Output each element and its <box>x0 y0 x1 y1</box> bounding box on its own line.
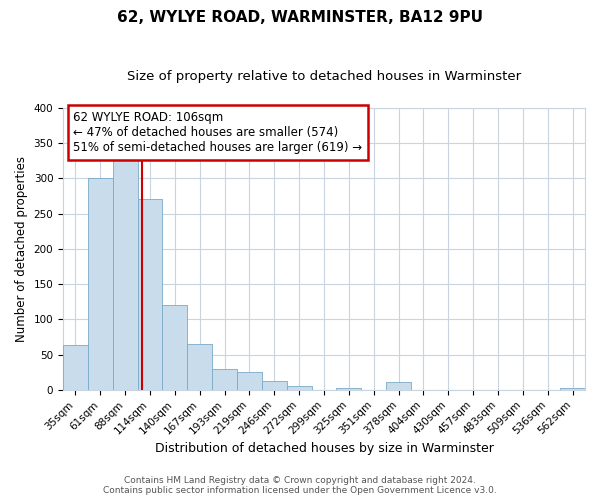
Bar <box>237 372 262 390</box>
Bar <box>113 157 137 390</box>
Bar <box>187 344 212 390</box>
Text: 62 WYLYE ROAD: 106sqm
← 47% of detached houses are smaller (574)
51% of semi-det: 62 WYLYE ROAD: 106sqm ← 47% of detached … <box>73 110 362 154</box>
Bar <box>560 388 585 390</box>
Bar <box>212 370 237 390</box>
Bar <box>287 386 311 390</box>
Bar <box>262 380 287 390</box>
Bar <box>337 388 361 390</box>
Bar <box>88 178 113 390</box>
Bar <box>386 382 411 390</box>
Text: Contains HM Land Registry data © Crown copyright and database right 2024.
Contai: Contains HM Land Registry data © Crown c… <box>103 476 497 495</box>
X-axis label: Distribution of detached houses by size in Warminster: Distribution of detached houses by size … <box>155 442 493 455</box>
Text: 62, WYLYE ROAD, WARMINSTER, BA12 9PU: 62, WYLYE ROAD, WARMINSTER, BA12 9PU <box>117 10 483 25</box>
Title: Size of property relative to detached houses in Warminster: Size of property relative to detached ho… <box>127 70 521 83</box>
Bar <box>163 305 187 390</box>
Y-axis label: Number of detached properties: Number of detached properties <box>15 156 28 342</box>
Bar <box>63 346 88 390</box>
Bar <box>137 200 163 390</box>
